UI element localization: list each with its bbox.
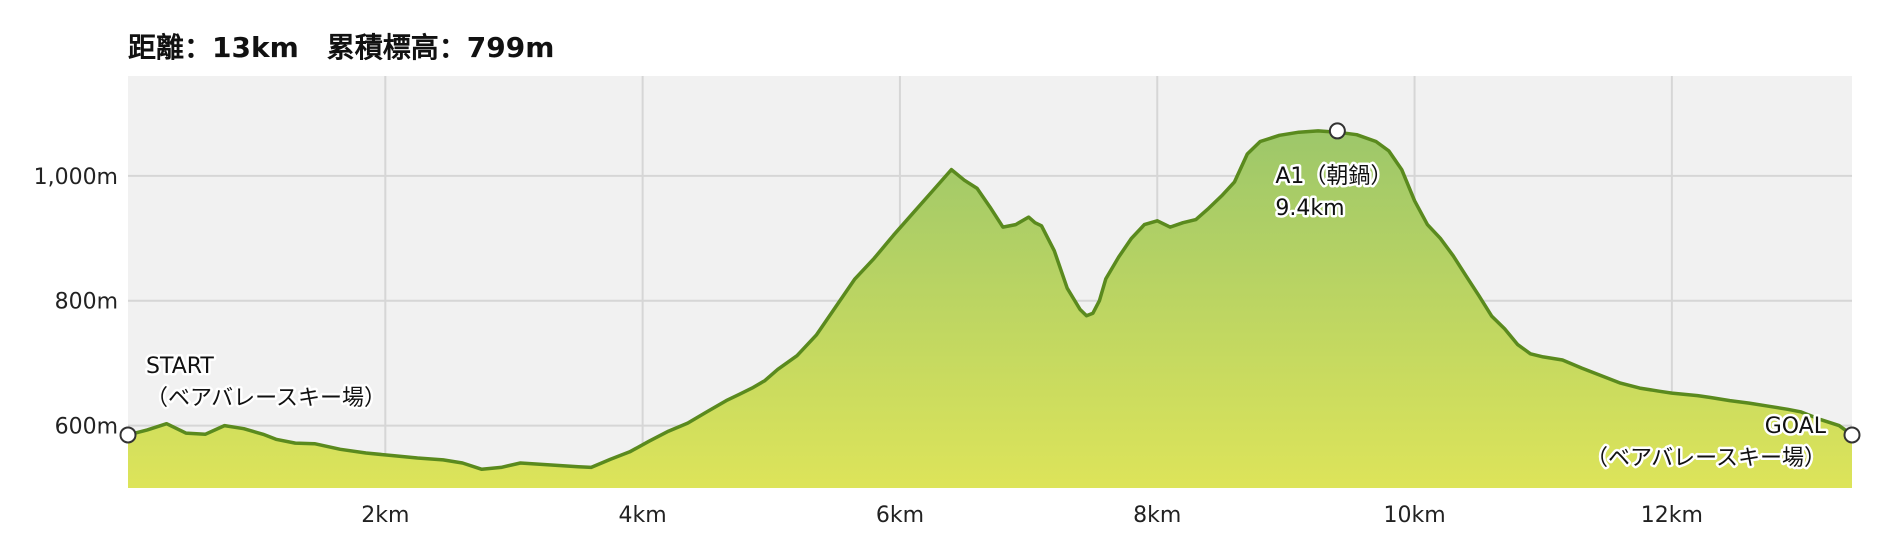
- waypoint-marker: [119, 426, 137, 444]
- y-tick-label: 1,000m: [34, 165, 118, 190]
- waypoint-marker: [1328, 122, 1346, 140]
- waypoint-label: A1（朝鍋）: [1275, 164, 1392, 189]
- waypoint-markers: [119, 122, 1861, 444]
- x-tick-label: 10km: [1383, 503, 1445, 528]
- y-tick-label: 600m: [55, 415, 118, 440]
- waypoint-label: START: [146, 354, 214, 379]
- waypoint-label: （ベアバレースキー場）: [146, 386, 386, 411]
- elevation-area: [128, 130, 1852, 488]
- x-tick-label: 6km: [876, 503, 924, 528]
- x-tick-label: 12km: [1641, 503, 1703, 528]
- waypoint-label: 9.4km: [1275, 196, 1344, 221]
- x-tick-label: 8km: [1133, 503, 1181, 528]
- x-axis-ticks: 2km 4km 6km 8km 10km 12km: [361, 503, 1703, 528]
- waypoint-label: GOAL: [1765, 414, 1827, 439]
- waypoint-marker: [1843, 426, 1861, 444]
- elevation-line: [127, 129, 1854, 472]
- y-tick-label: 800m: [55, 290, 118, 315]
- y-axis-ticks: 600m 800m 1,000m: [34, 165, 118, 440]
- chart-title: 距離：13km 累積標高：799m: [128, 31, 555, 64]
- waypoint-label: （ベアバレースキー場）: [1586, 446, 1826, 471]
- x-tick-label: 4km: [619, 503, 667, 528]
- waypoint-annotations: START （ベアバレースキー場） A1（朝鍋） 9.4km GOAL （ベアバレースキー…: [144, 161, 1830, 473]
- x-tick-label: 2km: [361, 503, 409, 528]
